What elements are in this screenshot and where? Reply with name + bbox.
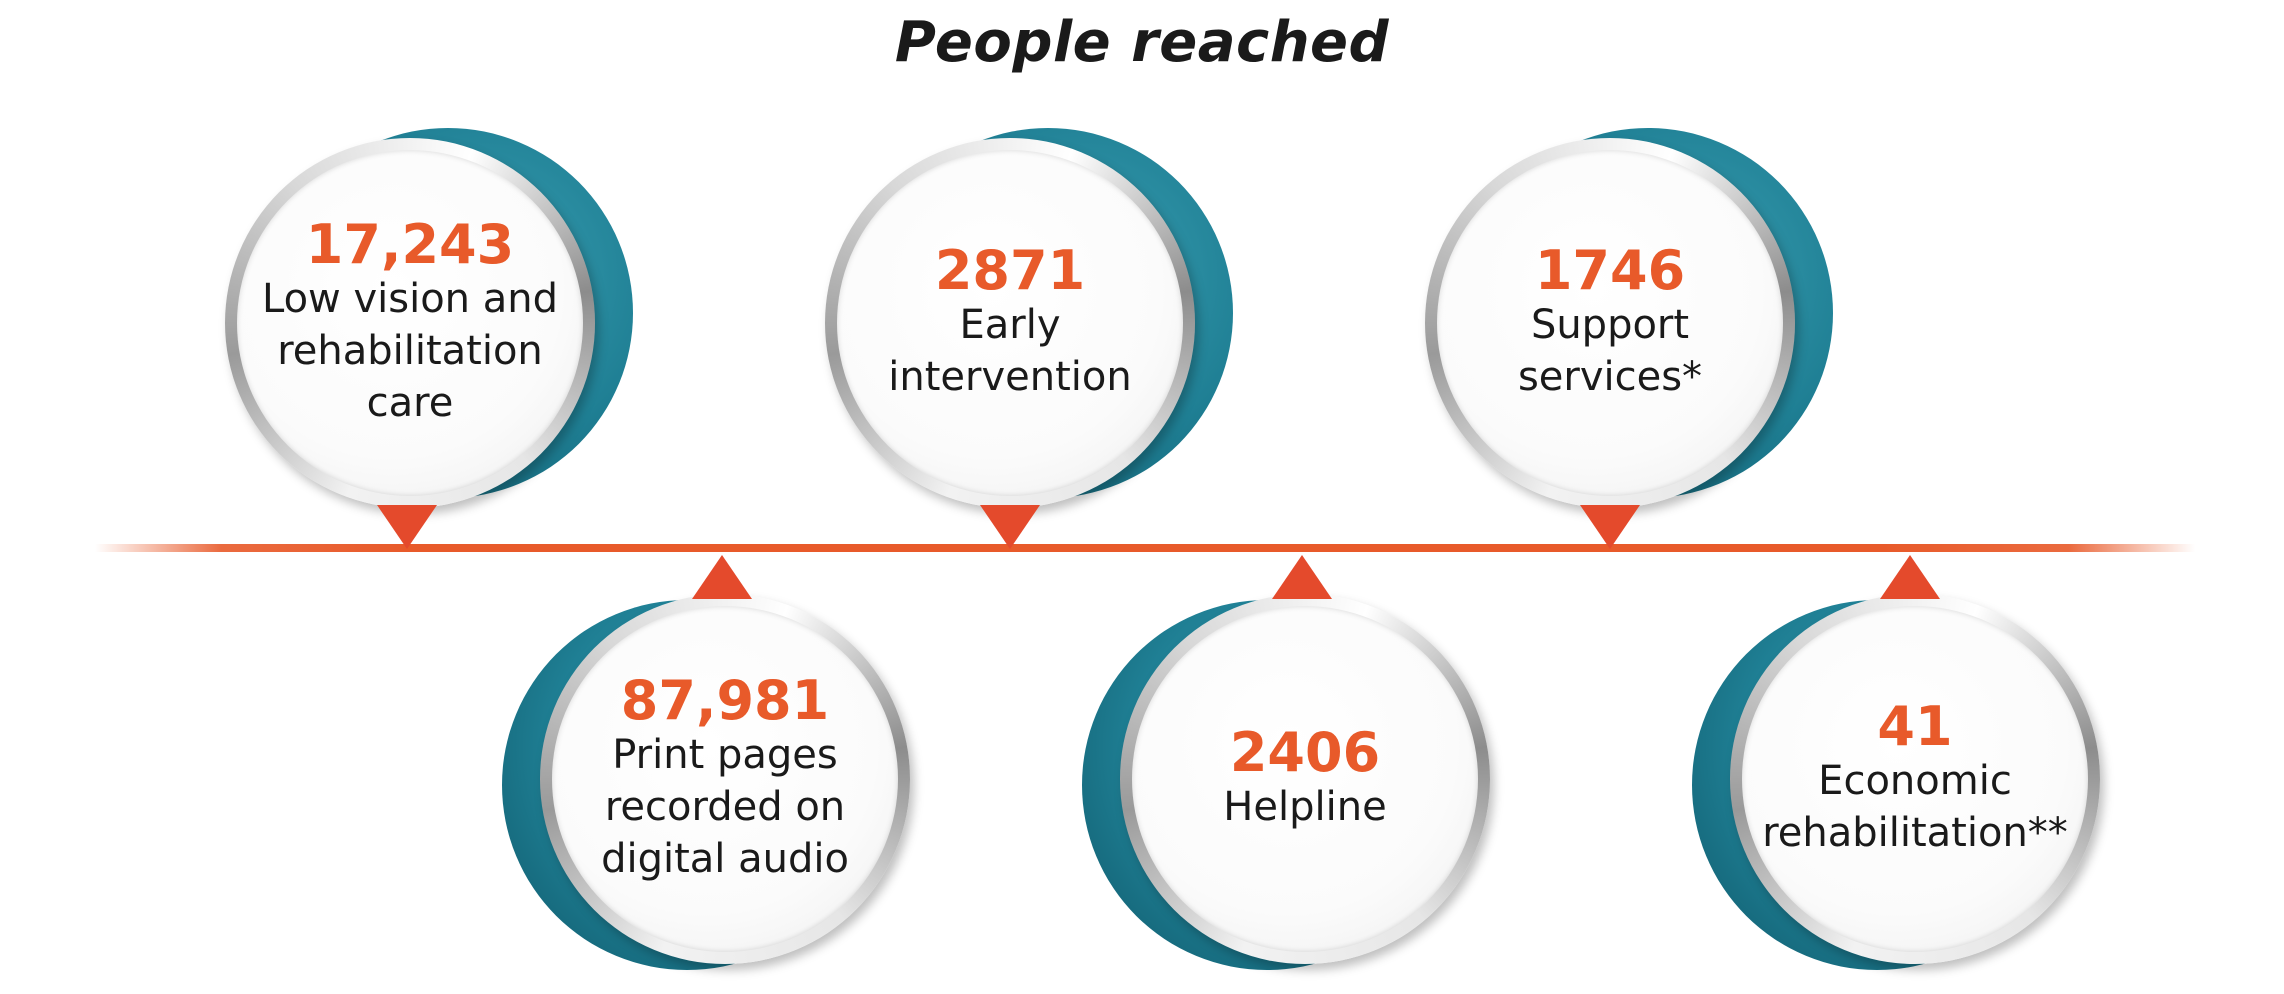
pointer-marker-support-services [1580, 505, 1640, 549]
timeline-line [95, 544, 2195, 552]
stat-value: 2871 [934, 238, 1086, 302]
pointer-marker-low-vision [377, 505, 437, 549]
circle-face: 87,981 Print pages recorded on digital au… [552, 606, 898, 952]
circle-face: 17,243 Low vision and rehabilitation care [237, 150, 583, 496]
circle-face: 2871 Early intervention [837, 150, 1183, 496]
stat-label: Print pages recorded on digital audio [601, 732, 849, 883]
stat-circle-helpline: 2406 Helpline [1082, 594, 1510, 984]
stat-circle-support-services: 1746 Support services* [1425, 128, 1833, 518]
infographic-title: People reached [894, 10, 1390, 75]
pointer-marker-economic-rehabilitation [1880, 555, 1940, 599]
circle-face: 2406 Helpline [1132, 606, 1478, 952]
stat-value: 1746 [1534, 238, 1686, 302]
stat-label: Economic rehabilitation** [1762, 758, 2068, 857]
stat-circle-early-intervention: 2871 Early intervention [825, 128, 1233, 518]
pointer-marker-early-intervention [980, 505, 1040, 549]
pointer-marker-print-pages [692, 555, 752, 599]
stat-value: 41 [1877, 694, 1953, 758]
pointer-marker-helpline [1272, 555, 1332, 599]
stat-label: Early intervention [888, 302, 1132, 401]
stat-label: Helpline [1223, 784, 1387, 831]
circle-face: 1746 Support services* [1437, 150, 1783, 496]
stat-value: 2406 [1229, 720, 1381, 784]
stat-value: 17,243 [305, 212, 515, 276]
stat-label: Low vision and rehabilitation care [261, 276, 558, 427]
stat-label: Support services* [1517, 302, 1703, 401]
circle-face: 41 Economic rehabilitation** [1742, 606, 2088, 952]
stat-circle-print-pages: 87,981 Print pages recorded on digital au… [502, 594, 930, 984]
stat-circle-economic-rehabilitation: 41 Economic rehabilitation** [1692, 594, 2120, 984]
stat-value: 87,981 [620, 668, 830, 732]
stat-circle-low-vision: 17,243 Low vision and rehabilitation care [225, 128, 633, 518]
